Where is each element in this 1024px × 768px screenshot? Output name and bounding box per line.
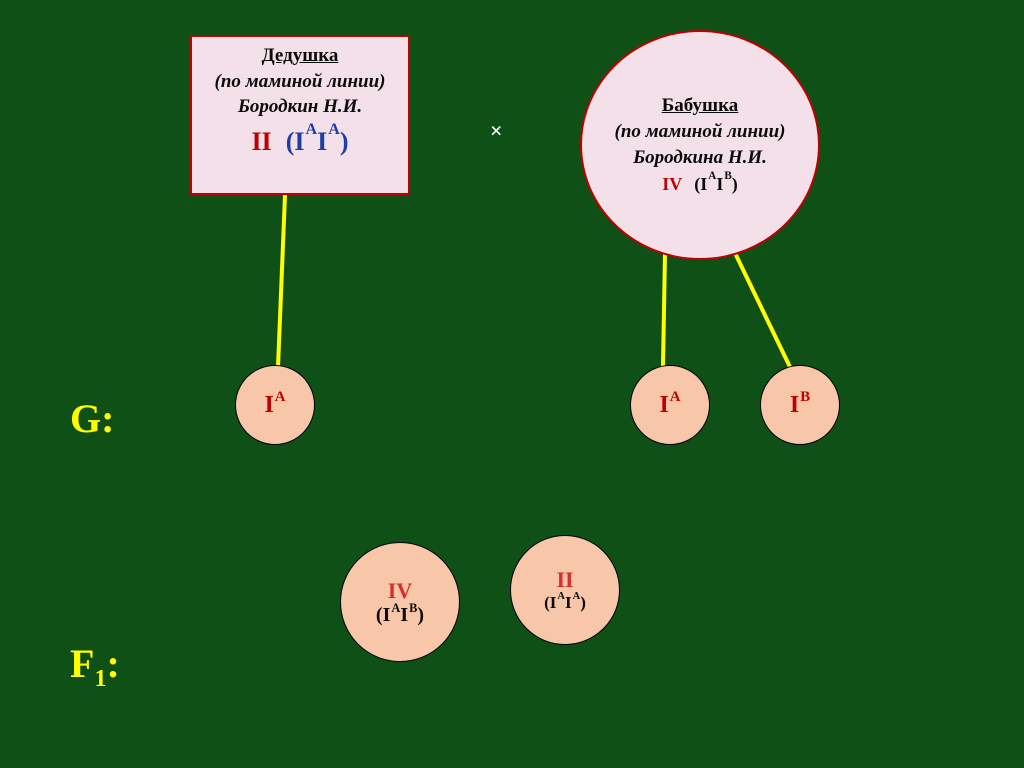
grandmother-title: Бабушка	[662, 93, 739, 119]
f1-blood-group: II	[556, 567, 573, 593]
allele: IA	[383, 604, 401, 627]
grandmother-genotype-row: IV (IAIB)	[662, 172, 738, 197]
grandmother-blood-group: IV	[662, 174, 682, 194]
gamete-grandmother-a: IA	[630, 365, 710, 445]
grandfather-name: Бородкин Н.И.	[202, 94, 398, 120]
grandmother-node: Бабушка (по маминой линии) Бородкина Н.И…	[580, 30, 820, 260]
grandmother-subtitle: (по маминой линии)	[615, 119, 786, 145]
grandfather-title: Дедушка	[202, 43, 398, 69]
line-gm-gamete-a	[663, 253, 665, 366]
grandfather-genotype-row: II (IAIA)	[202, 124, 398, 159]
allele: IA	[700, 172, 716, 196]
gamete-allele: IA	[659, 392, 680, 419]
grandfather-node: Дедушка (по маминой линии) Бородкин Н.И.…	[190, 35, 410, 195]
row-label-g: G:	[70, 395, 114, 442]
grandfather-genotype: (IAIA)	[286, 127, 349, 156]
f1-offspring-iv: IV (IAIB)	[340, 542, 460, 662]
grandfather-blood-group: II	[251, 127, 271, 156]
allele: IA	[550, 593, 565, 613]
allele: IB	[400, 604, 417, 627]
grandfather-subtitle: (по маминой линии)	[202, 69, 398, 95]
f1-genotype: (IAIB)	[376, 604, 424, 627]
connector-lines	[0, 0, 1024, 768]
f1-offspring-ii: II (IAIA)	[510, 535, 620, 645]
gamete-grandmother-b: IB	[760, 365, 840, 445]
allele: IA	[317, 124, 340, 159]
f1-blood-group: IV	[388, 578, 412, 604]
grandmother-genotype: (IAIB)	[694, 174, 738, 194]
gamete-allele: IA	[264, 392, 285, 419]
grandmother-name: Бородкина Н.И.	[633, 145, 767, 171]
gamete-grandfather: IA	[235, 365, 315, 445]
cross-symbol: ×	[490, 118, 503, 144]
gamete-allele: IB	[790, 392, 810, 419]
line-gm-gamete-b	[735, 253, 790, 367]
allele: IA	[565, 593, 580, 613]
line-gf-gamete	[278, 195, 285, 367]
allele: IB	[716, 172, 731, 196]
row-label-f1: F1:	[70, 640, 120, 687]
f1-genotype: (IAIA)	[544, 593, 586, 613]
allele: IA	[294, 124, 317, 159]
